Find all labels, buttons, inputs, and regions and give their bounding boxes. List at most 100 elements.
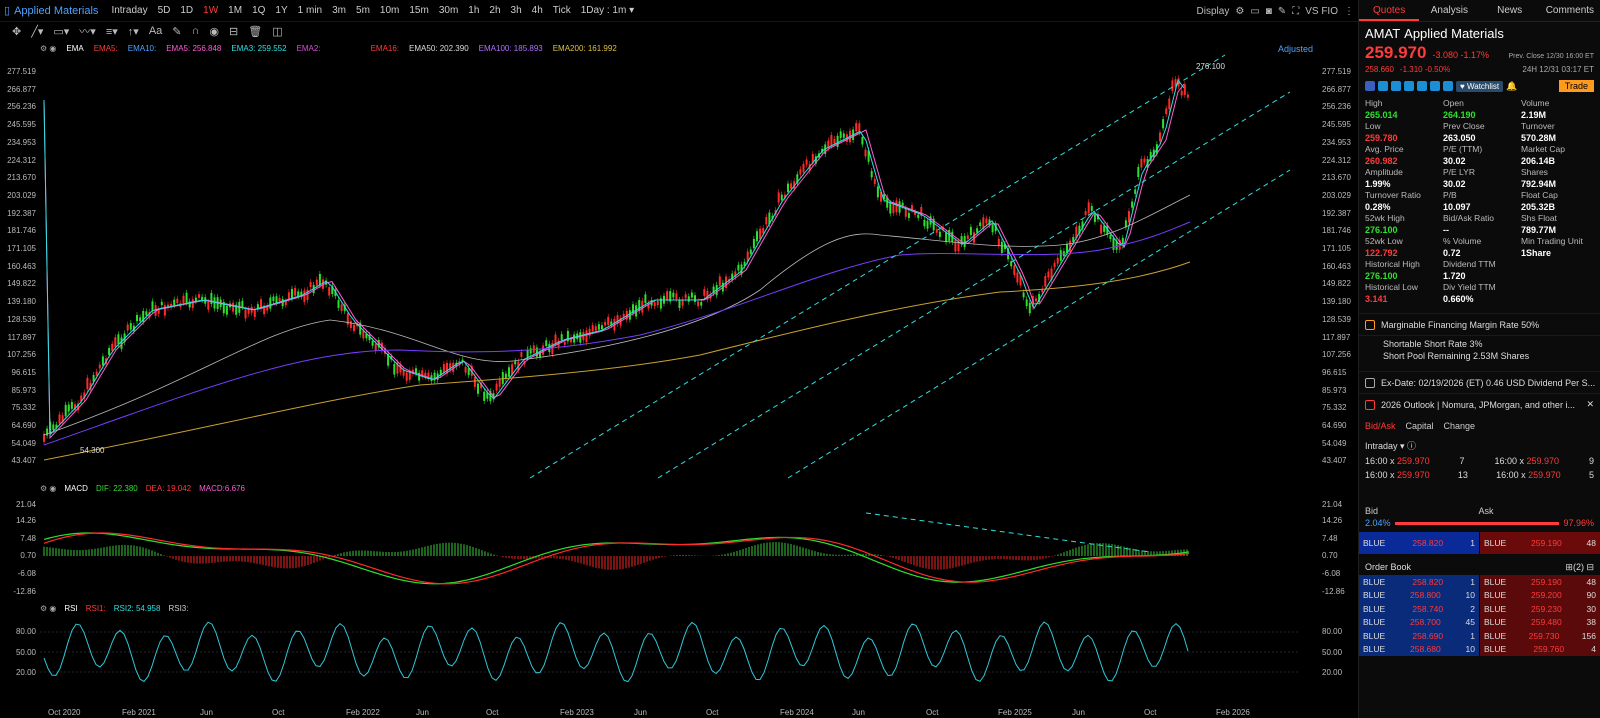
macd-tick-left: 21.04 (15, 500, 36, 509)
candle-body (111, 343, 114, 351)
text-icon[interactable]: Aa (148, 25, 163, 37)
candle-body (1072, 236, 1075, 243)
candle-body (353, 324, 355, 331)
margin-info[interactable]: Marginable Financing Margin Rate 50% (1359, 313, 1600, 335)
tool-icon-3[interactable] (1404, 81, 1414, 91)
period-dropdown[interactable]: 1Day : 1m ▾ (580, 5, 635, 16)
timeframe-30m[interactable]: 30m (438, 5, 459, 16)
trade-button[interactable]: Trade (1558, 80, 1594, 92)
lock-icon[interactable]: ⊟ (229, 25, 239, 38)
trendline-icon[interactable]: ╱▾ (31, 25, 44, 38)
dividend-info[interactable]: Ex-Date: 02/19/2026 (ET) 0.46 USD Divide… (1359, 371, 1600, 393)
candle-body (55, 424, 58, 429)
price-tick-left: 160.463 (7, 261, 36, 271)
candle-body (477, 383, 479, 394)
pen-icon[interactable]: ✎ (1277, 5, 1287, 17)
macd-tick-right: 21.04 (1322, 500, 1343, 509)
symbol-selector[interactable]: ▯ Applied Materials (4, 4, 99, 18)
timeframe-3m[interactable]: 3m (332, 5, 347, 16)
timeframe-2h[interactable]: 2h (489, 5, 501, 16)
timeframe-1d[interactable]: 1D (180, 5, 194, 16)
candle-body (526, 349, 529, 358)
arrow-icon[interactable]: ↑▾ (127, 25, 139, 38)
tool-icon-4[interactable] (1417, 81, 1427, 91)
settings-icon[interactable]: ⚙ (1235, 5, 1245, 17)
macd-title[interactable]: MACD (64, 484, 88, 493)
rsi-title[interactable]: RSI (64, 604, 78, 613)
more-icon[interactable]: ⋮ (1344, 5, 1354, 17)
layout-icon[interactable]: ▭ (1250, 5, 1260, 17)
rsi-tick-left: 80.00 (15, 627, 36, 636)
bidtab-2[interactable]: Change (1443, 421, 1476, 431)
timeframe-5d[interactable]: 5D (157, 5, 171, 16)
timeframe-15m[interactable]: 15m (409, 5, 429, 16)
price-tick-left: 192.387 (7, 208, 36, 218)
candle-body (960, 236, 963, 245)
timeframe-1w[interactable]: 1W (203, 5, 219, 16)
wave-icon[interactable]: 〰▾ (79, 26, 96, 38)
timeframe-1m[interactable]: 1M (228, 5, 243, 16)
sidebar-toggle-icon[interactable]: ▯ (4, 5, 11, 17)
layers-icon[interactable]: ◫ (272, 25, 283, 38)
bidtab-0[interactable]: Bid/Ask (1365, 421, 1396, 431)
symbol-name[interactable]: Applied Materials (14, 4, 99, 17)
bell-icon[interactable]: 🔔 (1506, 80, 1518, 91)
close-icon[interactable]: ✕ (1586, 399, 1594, 409)
candle-body (886, 197, 889, 208)
compare-button[interactable]: VS FIO (1305, 5, 1338, 17)
timeframe-1h[interactable]: 1h (468, 5, 480, 16)
ema-title[interactable]: EMA (66, 43, 84, 53)
timeframe-5m[interactable]: 5m (356, 5, 370, 16)
timeframe-intraday[interactable]: Intraday (111, 5, 148, 16)
x-tick: Feb 2021 (122, 708, 156, 717)
intraday-dropdown[interactable]: Intraday ▾ ⓘ (1365, 441, 1417, 451)
tool-icon-5[interactable] (1430, 81, 1440, 91)
fib-icon[interactable]: ≡▾ (105, 25, 118, 38)
candle-body (976, 228, 979, 233)
display-button[interactable]: Display (1196, 5, 1230, 17)
flag-icon[interactable] (1365, 81, 1375, 91)
camera-icon[interactable]: ◙ (1265, 5, 1272, 17)
price-chart[interactable] (0, 0, 1358, 718)
gear-icon[interactable]: ⚙ ◉ (40, 43, 57, 53)
candle-body (346, 313, 349, 325)
short-info[interactable]: Shortable Short Rate 3% Short Pool Remain… (1359, 335, 1600, 371)
adjust-label[interactable]: Adjusted (1278, 44, 1314, 54)
tool-icon-6[interactable] (1443, 81, 1453, 91)
news-info[interactable]: 2026 Outlook | Nomura, JPMorgan, and oth… (1359, 393, 1600, 415)
rectangle-icon[interactable]: ▭▾ (53, 25, 70, 38)
eye-icon[interactable]: ◉ (209, 25, 220, 38)
brush-icon[interactable]: ✎ (172, 25, 182, 38)
crosshair-icon[interactable]: ✥ (12, 25, 22, 38)
magnet-icon[interactable]: ∩ (191, 25, 200, 37)
candle-body (1109, 235, 1112, 240)
candle-body (86, 377, 89, 390)
orderbook-row: BLUE 258.680 10 BLUE 259.760 4 (1359, 642, 1600, 656)
ema4-label: EMA3: (231, 43, 256, 53)
orderbook-settings-icon[interactable]: ⊞(2) ⊟ (1565, 562, 1594, 572)
tool-icon-2[interactable] (1391, 81, 1401, 91)
timeframe-3h[interactable]: 3h (510, 5, 522, 16)
candle-body (452, 362, 455, 372)
tab-news[interactable]: News (1497, 5, 1523, 16)
tab-comments[interactable]: Comments (1545, 5, 1595, 16)
tab-quotes[interactable]: Quotes (1359, 0, 1420, 21)
timeframe-1min[interactable]: 1 min (297, 5, 323, 16)
candle-body (1143, 158, 1146, 163)
tool-icon-1[interactable] (1378, 81, 1388, 91)
trash-icon[interactable]: 🗑 (248, 25, 263, 38)
fullscreen-icon[interactable]: ⛶ (1292, 5, 1300, 17)
tab-analysis[interactable]: Analysis (1430, 5, 1468, 16)
timeframe-4h[interactable]: 4h (531, 5, 543, 16)
timeframe-1q[interactable]: 1Q (252, 5, 266, 16)
stat-value: 276.100 (1365, 271, 1398, 281)
candle-body (1047, 271, 1050, 278)
timeframe-1y[interactable]: 1Y (275, 5, 288, 16)
rsi-gear-icon[interactable]: ⚙ ◉ (40, 604, 57, 613)
timeframe-tick[interactable]: Tick (552, 5, 571, 16)
timeframe-10m[interactable]: 10m (379, 5, 400, 16)
candle-body (756, 231, 758, 242)
macd-gear-icon[interactable]: ⚙ ◉ (40, 484, 57, 493)
watchlist-button[interactable]: ♥ Watchlist (1456, 80, 1504, 92)
bidtab-1[interactable]: Capital (1405, 421, 1434, 431)
